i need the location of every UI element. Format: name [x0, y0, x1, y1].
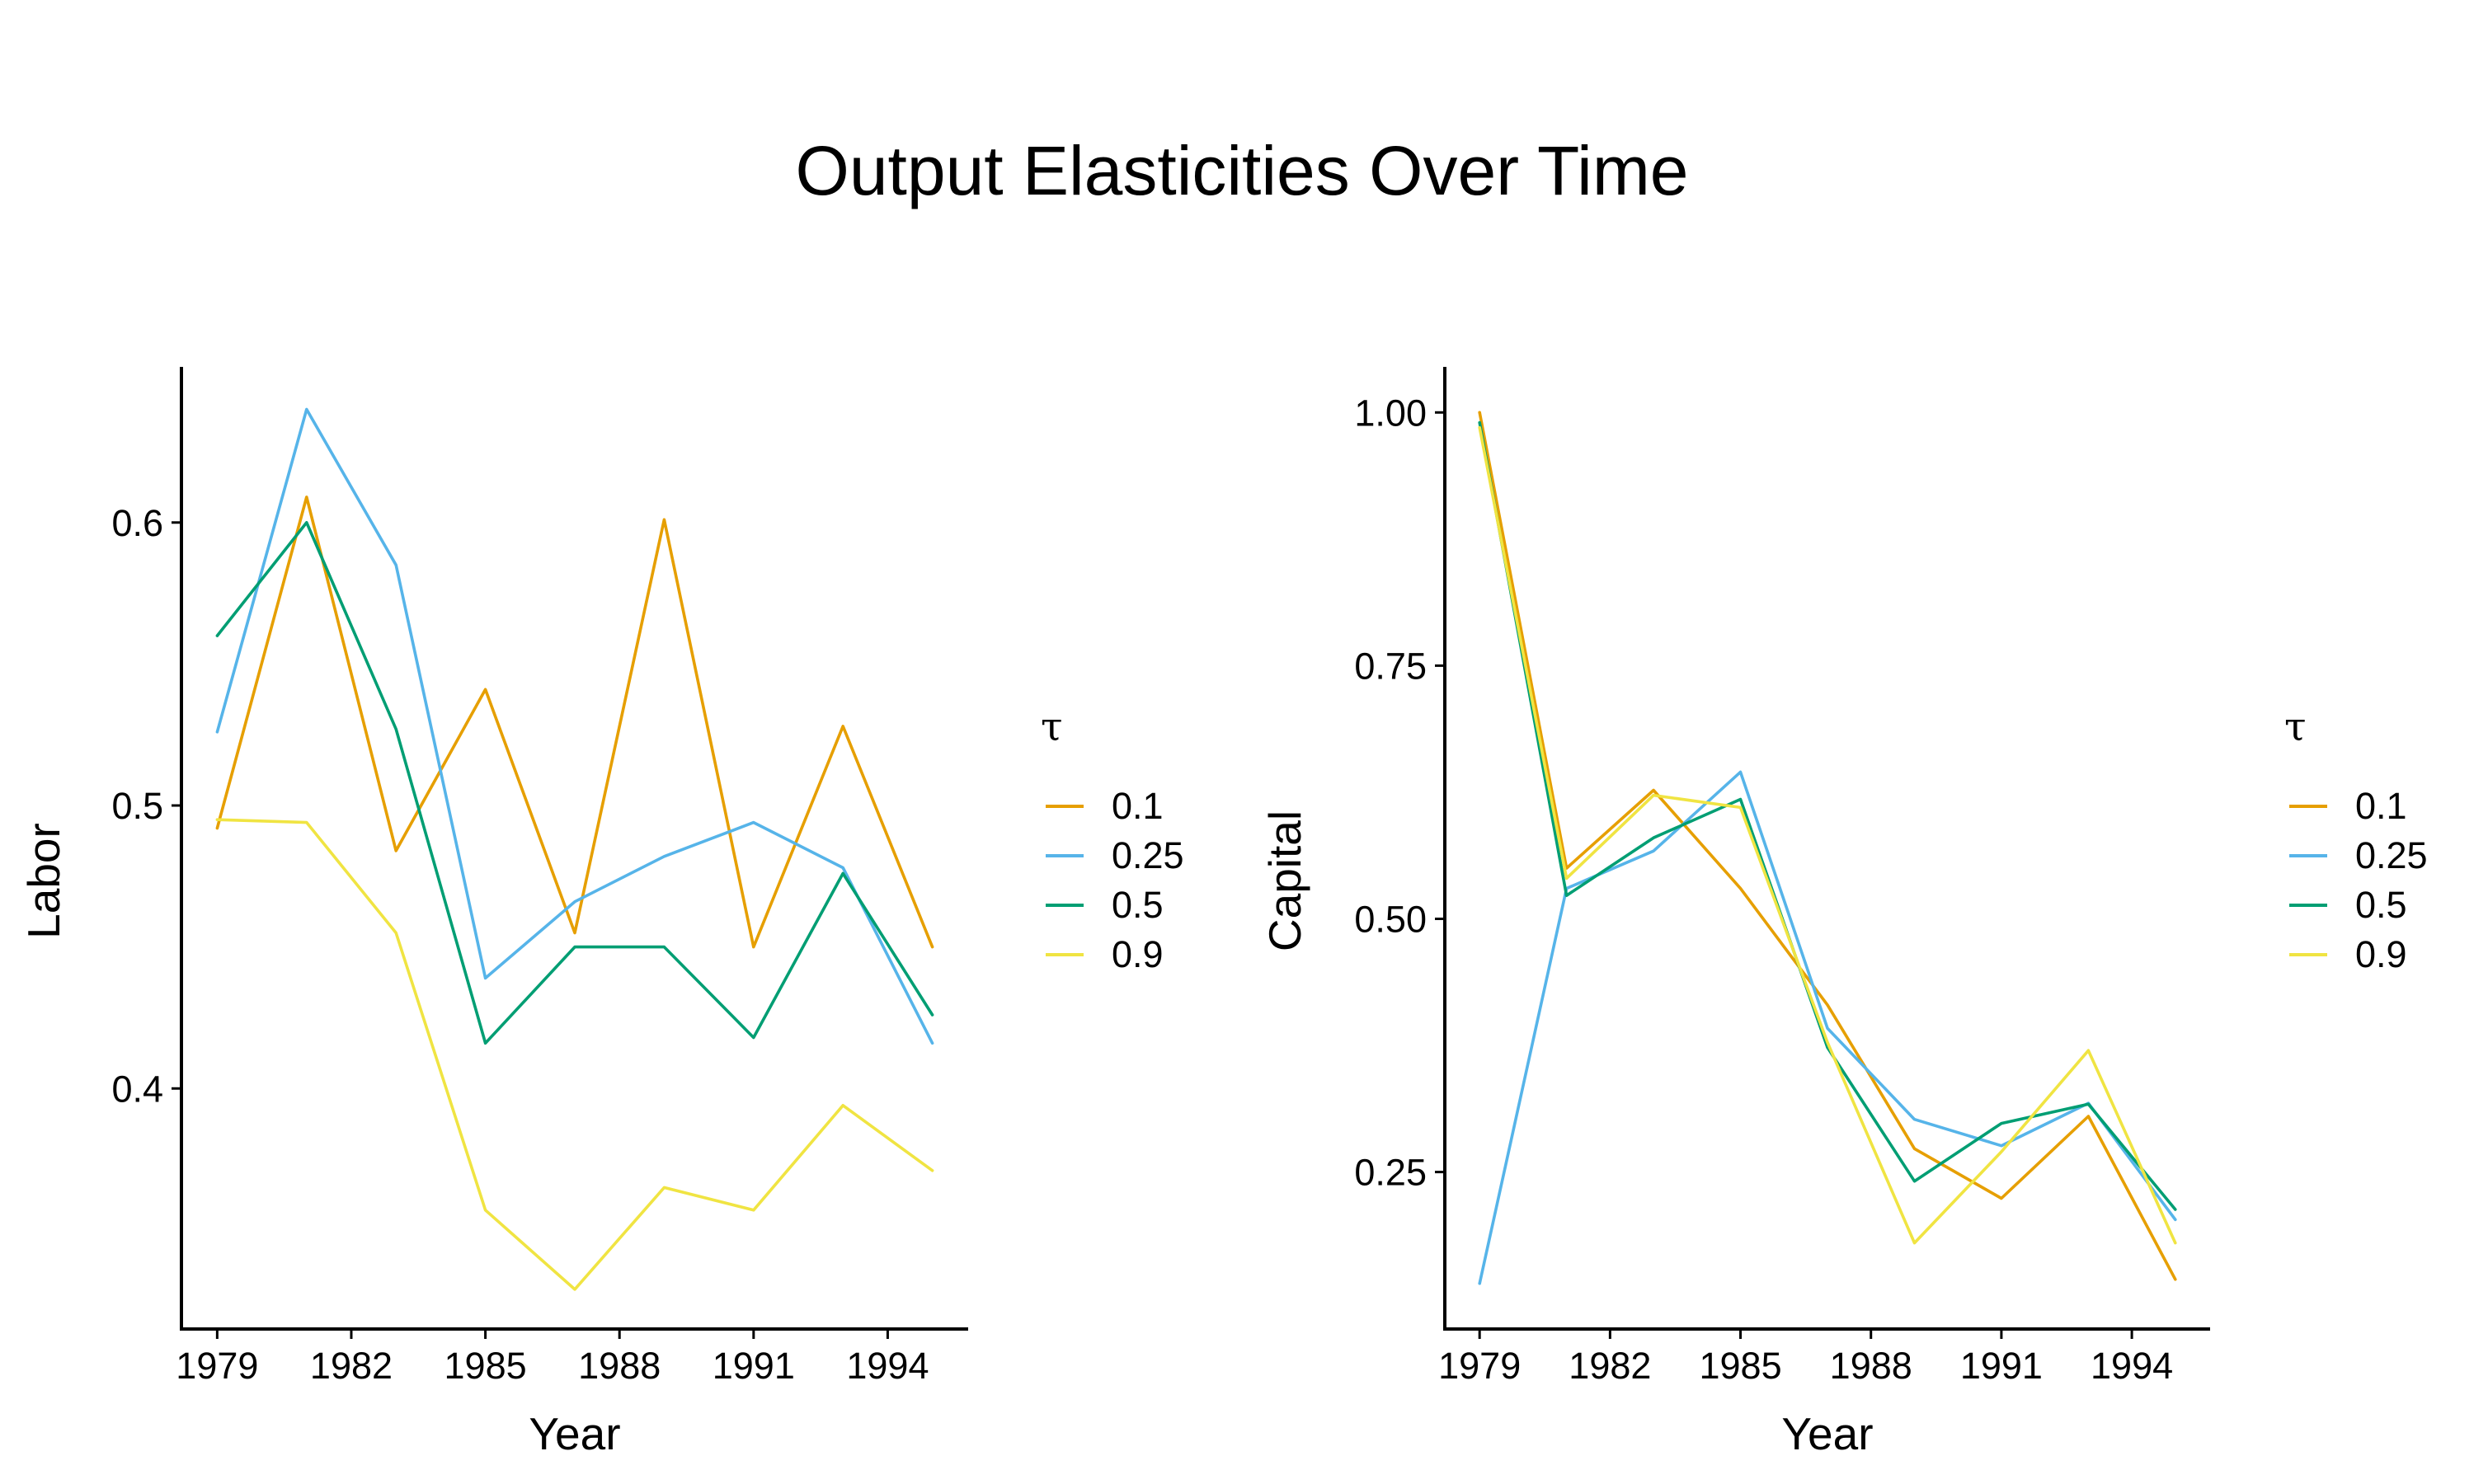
capital-x-tick-label: 1985 [1699, 1345, 1781, 1387]
panels: 1979 1982 1985 1988 1991 1994 0.4 0.5 0.6 Year Lab… [18, 367, 2428, 1459]
capital-series-line-0_1 [1478, 411, 2177, 1281]
labor-legend-label: 0.5 [1112, 884, 1164, 926]
labor-x-tick-label: 1982 [310, 1345, 393, 1387]
capital-y-tick-label: 1.00 [1354, 392, 1427, 434]
labor-x-tick-label: 1979 [176, 1345, 258, 1387]
capital-legend-label: 0.9 [2355, 933, 2407, 975]
capital-x-tick-label: 1979 [1438, 1345, 1521, 1387]
labor-legend-label: 0.25 [1112, 834, 1184, 876]
labor-y-axis-title: Labor [18, 823, 69, 939]
labor-legend-title: τ [1041, 704, 1063, 750]
capital-legend-label: 0.5 [2355, 884, 2407, 926]
capital-x-tick-label: 1988 [1830, 1345, 1912, 1387]
labor-legend-label: 0.1 [1112, 785, 1164, 827]
labor-y-tick-label: 0.4 [111, 1068, 163, 1110]
labor-series-line-0_9 [215, 818, 934, 1291]
capital-y-tick-label: 0.75 [1354, 645, 1427, 687]
labor-legend: τ 0.1 0.25 0.5 0.9 [1041, 704, 1184, 975]
capital-series-line-0_9 [1478, 425, 2177, 1245]
labor-x-axis-title: Year [529, 1408, 620, 1459]
labor-x-tick-label: 1988 [578, 1345, 661, 1387]
capital-series-line-0_25 [1478, 770, 2177, 1285]
capital-x-tick-label: 1982 [1569, 1345, 1651, 1387]
capital-series [1478, 411, 2177, 1285]
labor-panel: 1979 1982 1985 1988 1991 1994 0.4 0.5 0.6 Year Lab… [18, 367, 1184, 1459]
capital-legend: τ 0.1 0.25 0.5 0.9 [2284, 704, 2428, 975]
capital-y-tick-label: 0.25 [1354, 1152, 1427, 1194]
labor-y-tick-label: 0.5 [111, 785, 163, 827]
capital-x-tick-label: 1991 [1960, 1345, 2043, 1387]
labor-series-line-0_1 [215, 495, 934, 949]
figure-title: Output Elasticities Over Time [795, 132, 1688, 209]
labor-series-line-0_5 [215, 520, 934, 1045]
labor-series [215, 407, 934, 1291]
capital-y-tick-label: 0.50 [1354, 898, 1427, 940]
capital-y-axis-title: Capital [1259, 810, 1310, 951]
capital-legend-label: 0.1 [2355, 785, 2407, 827]
labor-y-tick-label: 0.6 [111, 502, 163, 544]
labor-x-tick-label: 1985 [444, 1345, 527, 1387]
capital-series-line-0_5 [1478, 420, 2177, 1211]
labor-x-tick-label: 1991 [713, 1345, 795, 1387]
labor-x-tick-label: 1994 [846, 1345, 929, 1387]
capital-x-tick-label: 1994 [2091, 1345, 2173, 1387]
capital-legend-label: 0.25 [2355, 834, 2428, 876]
labor-series-line-0_25 [215, 407, 934, 1045]
labor-legend-label: 0.9 [1112, 933, 1164, 975]
capital-legend-title: τ [2284, 704, 2307, 750]
capital-x-axis-title: Year [1781, 1408, 1873, 1459]
capital-panel: 1979 1982 1985 1988 1991 1994 0.25 0.50 0.75 1.00… [1259, 367, 2428, 1459]
